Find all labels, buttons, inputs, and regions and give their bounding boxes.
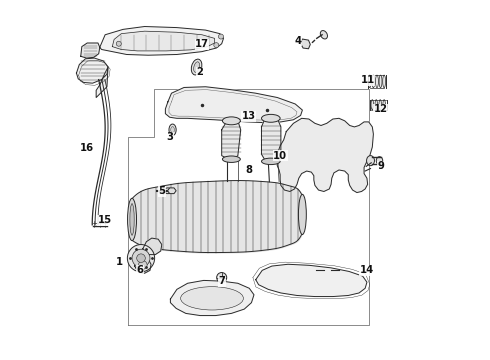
Text: 12: 12 [373, 104, 388, 114]
Ellipse shape [127, 198, 137, 240]
Polygon shape [112, 31, 215, 51]
Circle shape [127, 244, 155, 272]
Polygon shape [166, 87, 302, 123]
Circle shape [137, 254, 146, 262]
Circle shape [214, 42, 219, 48]
Ellipse shape [171, 127, 174, 133]
Ellipse shape [376, 157, 383, 165]
Polygon shape [76, 58, 108, 83]
Ellipse shape [371, 100, 373, 110]
Polygon shape [81, 43, 100, 58]
Ellipse shape [191, 59, 202, 75]
Polygon shape [143, 238, 162, 255]
Ellipse shape [298, 194, 306, 234]
Polygon shape [221, 118, 241, 160]
Polygon shape [171, 280, 254, 316]
Polygon shape [168, 188, 176, 194]
Ellipse shape [262, 158, 280, 165]
Polygon shape [277, 118, 373, 193]
Text: 5: 5 [158, 186, 165, 197]
Circle shape [217, 273, 227, 283]
Polygon shape [100, 27, 223, 55]
Text: 13: 13 [242, 111, 256, 121]
Circle shape [139, 261, 147, 269]
Ellipse shape [194, 62, 199, 72]
Text: 14: 14 [360, 265, 374, 275]
Polygon shape [300, 39, 310, 49]
Ellipse shape [130, 204, 134, 235]
Ellipse shape [367, 156, 374, 166]
Ellipse shape [320, 31, 327, 39]
Text: 11: 11 [361, 75, 375, 85]
Text: 10: 10 [273, 150, 287, 161]
Text: 9: 9 [378, 161, 385, 171]
Ellipse shape [383, 75, 386, 87]
Ellipse shape [222, 117, 240, 125]
Ellipse shape [383, 100, 386, 110]
Polygon shape [262, 116, 281, 162]
Ellipse shape [164, 188, 172, 194]
Text: 15: 15 [98, 215, 112, 225]
Ellipse shape [372, 75, 375, 87]
Polygon shape [256, 264, 367, 297]
Text: 3: 3 [166, 132, 173, 142]
Circle shape [132, 249, 150, 267]
Circle shape [116, 41, 122, 46]
Ellipse shape [181, 287, 244, 310]
Text: 7: 7 [218, 276, 225, 286]
Text: 8: 8 [245, 165, 252, 175]
Ellipse shape [169, 124, 176, 135]
Circle shape [219, 34, 223, 39]
Text: 2: 2 [197, 67, 204, 77]
Ellipse shape [379, 100, 381, 110]
Ellipse shape [375, 75, 378, 87]
Ellipse shape [375, 100, 377, 110]
Polygon shape [96, 67, 108, 98]
Text: 16: 16 [79, 143, 94, 153]
Text: 1: 1 [116, 257, 123, 267]
Text: 6: 6 [137, 265, 144, 275]
Polygon shape [135, 257, 151, 273]
Text: 17: 17 [195, 40, 209, 49]
Ellipse shape [262, 114, 280, 122]
Ellipse shape [379, 75, 382, 87]
Text: 4: 4 [294, 36, 302, 46]
Ellipse shape [368, 75, 371, 87]
Ellipse shape [222, 156, 240, 162]
